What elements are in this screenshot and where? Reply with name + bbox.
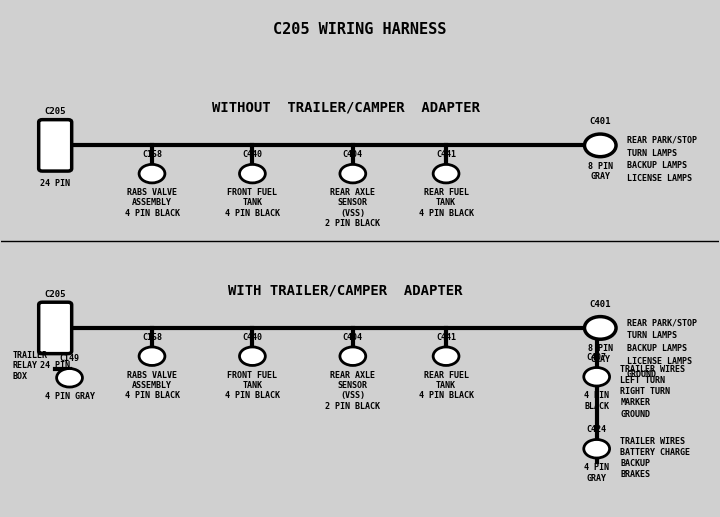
Text: REAR FUEL
TANK
4 PIN BLACK: REAR FUEL TANK 4 PIN BLACK bbox=[418, 188, 474, 218]
Text: 8 PIN
GRAY: 8 PIN GRAY bbox=[588, 162, 613, 181]
Circle shape bbox=[240, 164, 266, 183]
Circle shape bbox=[585, 316, 616, 339]
Text: LICENSE LAMPS: LICENSE LAMPS bbox=[627, 174, 692, 184]
Text: TRAILER
RELAY
BOX: TRAILER RELAY BOX bbox=[12, 351, 47, 381]
Text: WITH TRAILER/CAMPER  ADAPTER: WITH TRAILER/CAMPER ADAPTER bbox=[228, 283, 463, 297]
Text: RABS VALVE
ASSEMBLY
4 PIN BLACK: RABS VALVE ASSEMBLY 4 PIN BLACK bbox=[125, 371, 179, 400]
Circle shape bbox=[139, 347, 165, 366]
Text: RABS VALVE
ASSEMBLY
4 PIN BLACK: RABS VALVE ASSEMBLY 4 PIN BLACK bbox=[125, 188, 179, 218]
Text: TURN LAMPS: TURN LAMPS bbox=[627, 148, 677, 158]
Text: C149: C149 bbox=[60, 354, 79, 363]
FancyBboxPatch shape bbox=[39, 302, 72, 354]
Text: REAR FUEL
TANK
4 PIN BLACK: REAR FUEL TANK 4 PIN BLACK bbox=[418, 371, 474, 400]
Text: GROUND: GROUND bbox=[627, 370, 657, 378]
Text: 4 PIN GRAY: 4 PIN GRAY bbox=[45, 392, 94, 401]
Text: C404: C404 bbox=[343, 150, 363, 159]
Circle shape bbox=[584, 368, 610, 386]
Text: TURN LAMPS: TURN LAMPS bbox=[627, 331, 677, 340]
Text: C424: C424 bbox=[587, 425, 607, 434]
Text: C158: C158 bbox=[142, 333, 162, 342]
Text: 4 PIN
GRAY: 4 PIN GRAY bbox=[584, 463, 609, 482]
Text: WITHOUT  TRAILER/CAMPER  ADAPTER: WITHOUT TRAILER/CAMPER ADAPTER bbox=[212, 100, 480, 115]
Text: BACKUP LAMPS: BACKUP LAMPS bbox=[627, 344, 687, 353]
Text: BRAKES: BRAKES bbox=[621, 470, 650, 479]
Text: C205 WIRING HARNESS: C205 WIRING HARNESS bbox=[274, 22, 446, 37]
Text: REAR PARK/STOP: REAR PARK/STOP bbox=[627, 136, 697, 145]
Text: C440: C440 bbox=[243, 333, 262, 342]
Text: BATTERY CHARGE: BATTERY CHARGE bbox=[621, 448, 690, 457]
Text: LICENSE LAMPS: LICENSE LAMPS bbox=[627, 357, 692, 366]
Circle shape bbox=[340, 164, 366, 183]
Text: GROUND: GROUND bbox=[621, 410, 650, 419]
Text: RIGHT TURN: RIGHT TURN bbox=[621, 387, 670, 396]
Text: 24 PIN: 24 PIN bbox=[40, 361, 70, 370]
Text: REAR AXLE
SENSOR
(VSS)
2 PIN BLACK: REAR AXLE SENSOR (VSS) 2 PIN BLACK bbox=[325, 188, 380, 228]
Text: C441: C441 bbox=[436, 333, 456, 342]
Text: 4 PIN
BLACK: 4 PIN BLACK bbox=[584, 391, 609, 410]
Circle shape bbox=[584, 439, 610, 458]
Circle shape bbox=[57, 369, 82, 387]
Text: FRONT FUEL
TANK
4 PIN BLACK: FRONT FUEL TANK 4 PIN BLACK bbox=[225, 188, 280, 218]
Text: C401: C401 bbox=[590, 117, 611, 126]
Text: LEFT TURN: LEFT TURN bbox=[621, 376, 665, 385]
Text: C401: C401 bbox=[590, 300, 611, 309]
Circle shape bbox=[240, 347, 266, 366]
Text: BACKUP LAMPS: BACKUP LAMPS bbox=[627, 161, 687, 171]
Circle shape bbox=[585, 134, 616, 157]
Circle shape bbox=[433, 164, 459, 183]
Text: 8 PIN
GRAY: 8 PIN GRAY bbox=[588, 344, 613, 364]
Text: C441: C441 bbox=[436, 150, 456, 159]
Text: C404: C404 bbox=[343, 333, 363, 342]
FancyBboxPatch shape bbox=[39, 119, 72, 171]
Text: BACKUP: BACKUP bbox=[621, 459, 650, 468]
Text: C440: C440 bbox=[243, 150, 262, 159]
Circle shape bbox=[433, 347, 459, 366]
Text: C158: C158 bbox=[142, 150, 162, 159]
Text: REAR AXLE
SENSOR
(VSS)
2 PIN BLACK: REAR AXLE SENSOR (VSS) 2 PIN BLACK bbox=[325, 371, 380, 411]
Text: REAR PARK/STOP: REAR PARK/STOP bbox=[627, 318, 697, 327]
Text: TRAILER WIRES: TRAILER WIRES bbox=[621, 364, 685, 374]
Text: C407: C407 bbox=[587, 354, 607, 362]
Circle shape bbox=[340, 347, 366, 366]
Text: C205: C205 bbox=[45, 290, 66, 299]
Text: C205: C205 bbox=[45, 107, 66, 116]
Text: MARKER: MARKER bbox=[621, 399, 650, 407]
Text: FRONT FUEL
TANK
4 PIN BLACK: FRONT FUEL TANK 4 PIN BLACK bbox=[225, 371, 280, 400]
Circle shape bbox=[139, 164, 165, 183]
Text: TRAILER WIRES: TRAILER WIRES bbox=[621, 436, 685, 446]
Text: 24 PIN: 24 PIN bbox=[40, 179, 70, 188]
